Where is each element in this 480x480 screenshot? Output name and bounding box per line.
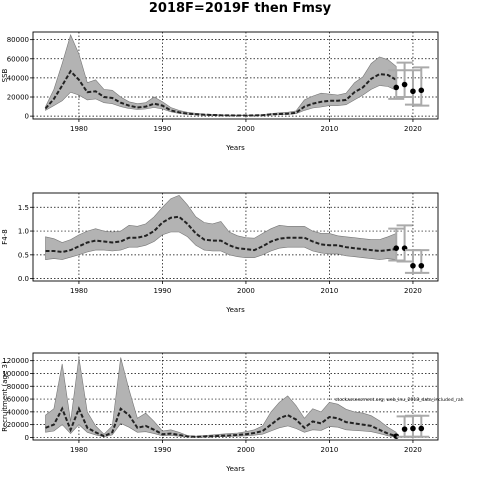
estimate-line — [44, 69, 397, 117]
panel-1: 1980 1990 2000 2010 2020 0 20000 40000 60000 8000… — [1, 31, 439, 152]
projection-point — [393, 245, 400, 251]
projection-point — [418, 87, 425, 94]
x-tick-label: 1980 — [70, 125, 88, 133]
projection-point — [410, 425, 416, 432]
x-tick-label: 2010 — [321, 287, 339, 295]
x-tick-label: 2000 — [237, 287, 255, 295]
estimate-line — [45, 215, 397, 254]
x-tick-label: 2000 — [237, 125, 255, 133]
y-tick-label: 60000 — [7, 55, 29, 63]
y-tick-label: 60000 — [7, 396, 29, 404]
y-tick-label: 0 — [25, 113, 29, 121]
projection-point — [410, 88, 416, 95]
y-tick-label: 0.0 — [18, 275, 29, 283]
y-tick-label: 80000 — [7, 383, 29, 391]
y-tick-label: 0 — [25, 434, 29, 442]
y-tick-label: 40000 — [7, 408, 29, 416]
x-tick-label: 2020 — [404, 446, 422, 454]
axes-frame — [32, 31, 439, 120]
x-axis-label: Years — [225, 306, 245, 314]
projection-point — [418, 262, 425, 269]
panel-2: 1980 1990 2000 2010 2020 0.0 0.5 1.0 1.5 Years F4-… — [1, 192, 439, 314]
y-tick-label: 80000 — [7, 36, 29, 44]
x-tick-label: 1990 — [154, 446, 172, 454]
axes-frame — [32, 192, 439, 282]
x-tick-label: 2010 — [321, 125, 339, 133]
y-tick-label: 20000 — [7, 94, 29, 102]
x-tick-label: 2020 — [404, 125, 422, 133]
x-tick-label: 2000 — [237, 446, 255, 454]
projection-point — [393, 84, 400, 91]
x-tick-label: 1980 — [70, 446, 88, 454]
projection-point — [410, 262, 416, 269]
confidence-band — [45, 34, 397, 116]
panel-3: 1980 1990 2000 2010 2020 0 20000 40000 60000 8000… — [1, 352, 464, 473]
y-axis-label: Recruitment (age 3) — [1, 361, 9, 432]
x-tick-label: 1990 — [154, 287, 172, 295]
y-tick-label: 1.0 — [18, 228, 29, 236]
projection-point — [401, 426, 408, 432]
x-tick-label: 1980 — [70, 287, 88, 295]
x-tick-label: 1990 — [154, 125, 172, 133]
y-tick-label: 1.5 — [18, 204, 29, 212]
y-tick-label: 100000 — [2, 370, 29, 378]
x-tick-label: 2020 — [404, 287, 422, 295]
projection-point — [401, 81, 408, 88]
page-title: 2018F=2019F then Fmsy — [148, 1, 332, 16]
y-tick-label: 120000 — [2, 357, 29, 365]
source-annotation: stockassessment.org, web_inu_2018_data_i… — [335, 397, 464, 403]
x-axis-label: Years — [225, 144, 245, 152]
y-tick-label: 40000 — [7, 74, 29, 82]
x-axis-label: Years — [225, 465, 245, 473]
y-axis-label: F4-8 — [1, 229, 9, 244]
y-axis-label: SSB — [1, 68, 9, 82]
axes-frame — [32, 352, 439, 441]
confidence-band — [45, 195, 397, 260]
x-tick-label: 2010 — [321, 446, 339, 454]
y-tick-label: 20000 — [7, 421, 29, 429]
y-tick-label: 0.5 — [18, 251, 29, 259]
estimate-line — [45, 406, 397, 438]
projection-point — [418, 425, 425, 432]
